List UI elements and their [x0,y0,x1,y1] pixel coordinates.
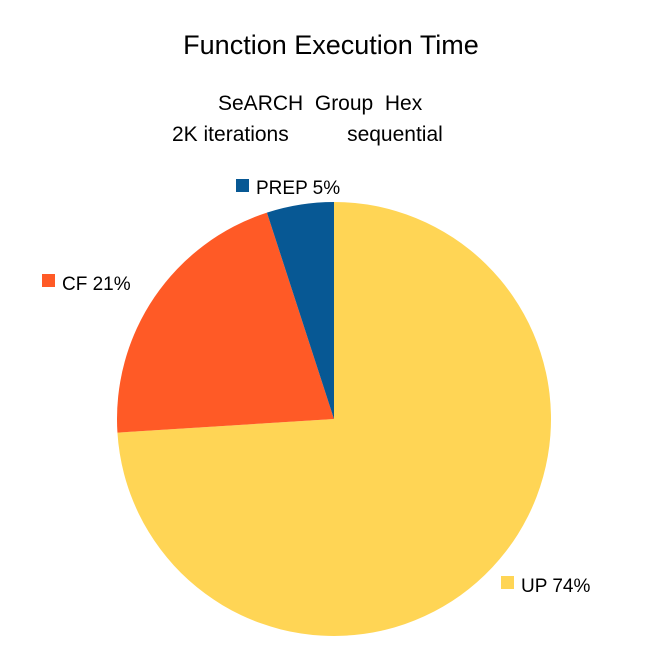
pie-slice-cf [117,212,334,433]
legend-swatch-cf [42,274,55,287]
pie-slice-prep [266,202,334,419]
pie-slices [117,202,552,636]
slice-label-prep: PREP 5% [256,178,340,199]
legend-swatch-up [501,576,514,589]
chart-title: Function Execution Time [183,30,479,60]
legend-swatch-prep [236,179,249,192]
pie-slice-up [117,202,552,636]
chart-subtitle-line-1: SeARCH Group Hex [218,92,423,115]
slice-label-up: UP 74% [521,576,590,597]
chart-subtitle-line-2: 2K iterations sequential [172,123,443,146]
slice-label-cf: CF 21% [62,274,131,295]
pie-labels: UP 74% CF 21% PREP 5% [42,178,590,597]
